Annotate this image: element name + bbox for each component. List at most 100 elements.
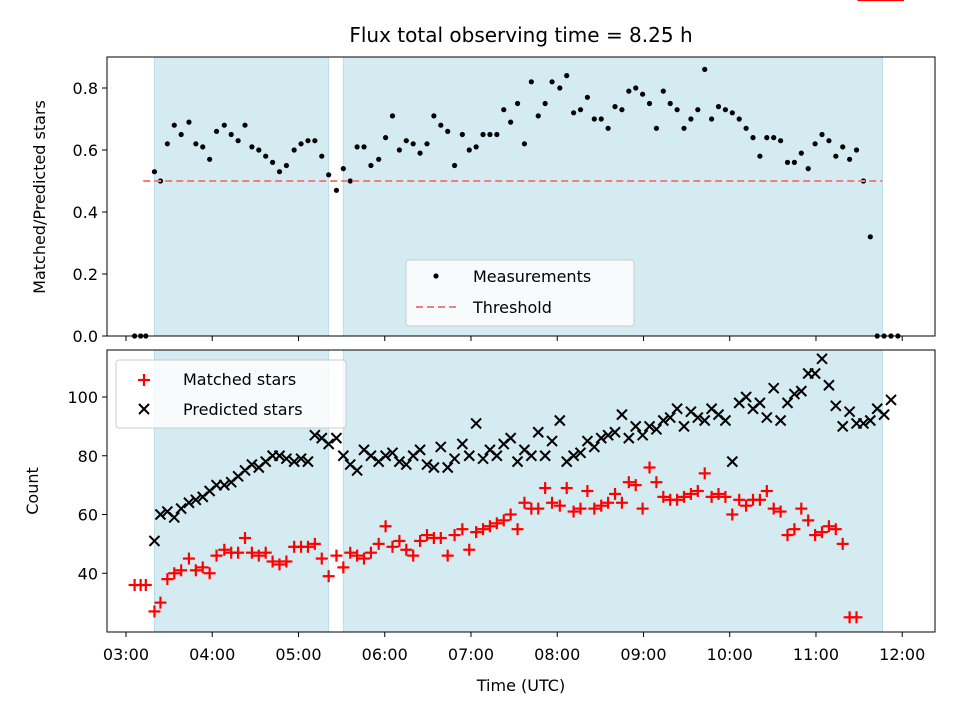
predicted-star-point [768,382,780,394]
matched-star-point [698,467,711,480]
matched-star-point [470,526,483,539]
chart-title: Flux total observing time = 8.25 h [349,23,692,47]
matched-star-point [816,526,829,539]
matched-star-point [497,514,510,527]
measurement-point [312,138,318,144]
measurement-point [480,131,486,138]
matched-star-point [490,517,503,530]
top-legend: Measurements Threshold [405,259,635,327]
matched-star-point [504,508,517,521]
matched-star-point [567,505,580,518]
predicted-star-point [864,414,877,427]
legend-label-threshold: Threshold [472,298,552,317]
measurement-point [171,122,177,128]
matched-star-point [671,493,684,506]
matched-star-point [308,537,321,550]
matched-star-point [477,523,490,536]
measurement-point [186,119,192,125]
measurement-point [270,159,276,165]
measurement-point [535,113,541,119]
x-tick-label: 07:00 [448,645,494,664]
predicted-star-point [761,411,773,424]
measurement-point [164,141,170,147]
matched-star-point [560,482,573,495]
matched-star-point [719,490,732,503]
measurement-point [564,73,570,79]
measurement-point [757,153,763,159]
matched-star-point [232,546,245,559]
matched-star-point [364,546,377,559]
x-tick-label: 11:00 [793,645,839,664]
y-tick-label: 80 [78,447,98,466]
predicted-star-point [337,450,350,462]
predicted-star-point [525,450,538,462]
measurement-point [501,107,507,113]
y-tick-label: 0.4 [73,203,98,222]
predicted-star-point [351,464,363,477]
matched-star-point [393,534,406,547]
matched-star-point [400,543,413,556]
predicted-star-point [588,441,601,453]
measurement-point [764,135,770,141]
matched-star-point [678,490,691,503]
predicted-star-point [477,452,489,465]
top-legend-box [405,259,635,327]
matched-star-point [615,496,628,509]
x-tick-label: 10:00 [707,645,753,664]
measurement-point [646,100,653,107]
predicted-star-point [650,423,663,436]
matched-star-point [539,482,552,495]
predicted-star-point [554,414,566,427]
matched-star-point [218,543,231,556]
predicted-star-point [183,497,195,509]
measurement-point [207,156,213,162]
measurement-point [389,113,396,119]
measurement-point [778,138,784,144]
matched-star-point [622,476,635,489]
predicted-star-point [470,417,482,430]
measurement-point [417,150,423,156]
predicted-star-point [491,450,503,462]
matched-star-point [210,549,223,562]
measurement-point [438,122,444,128]
measurement-point [771,135,777,141]
matched-star-point [301,540,314,553]
matched-star-point [175,564,188,577]
bottom-legend-box [115,359,347,429]
matched-star-point [553,499,566,512]
measurement-point [521,141,528,147]
measurement-point [424,141,430,147]
predicted-star-point [623,432,635,444]
matched-star-point [588,502,601,515]
matched-star-point [609,487,622,500]
predicted-star-point [616,408,628,421]
measurement-point [743,125,749,131]
measurement-point [784,159,791,165]
predicted-star-point [671,403,683,415]
matched-star-point [273,558,286,571]
bottom-y-axis-ticks: 40 60 80 100 [67,388,107,583]
measurement-point [591,116,597,122]
predicted-star-point [463,450,475,462]
measurement-point [805,166,811,172]
predicted-star-point [788,388,801,400]
y-tick-label: 0.8 [73,79,98,98]
matched-star-point [802,514,815,527]
predicted-star-point [322,438,335,450]
measurement-point [660,88,666,94]
measurement-point [867,234,873,240]
matched-star-point [315,552,328,565]
predicted-star-point [602,429,614,441]
measurement-point [333,187,340,193]
matched-star-point [351,549,364,562]
predicted-star-point [878,408,890,421]
measurement-point [549,79,555,85]
matched-star-point [511,523,524,536]
measurement-point [715,104,722,110]
measurement-point [473,144,479,150]
measurement-point [466,147,472,153]
matched-star-point [684,487,697,500]
predicted-star-point [692,411,704,424]
measurement-point [681,125,687,131]
matched-star-point [650,476,663,489]
